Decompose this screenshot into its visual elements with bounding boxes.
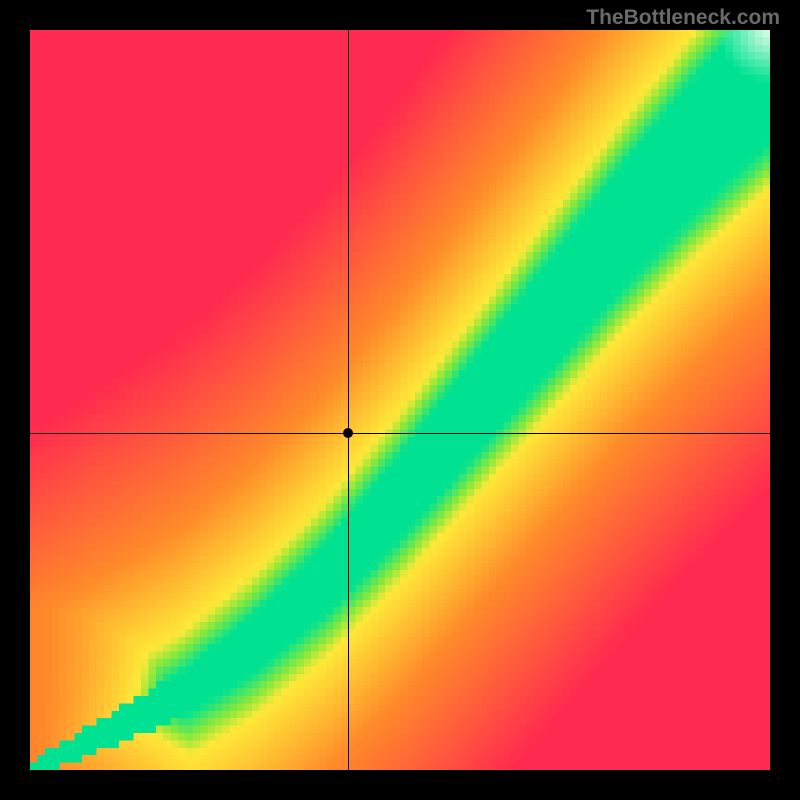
heatmap-canvas <box>30 30 770 770</box>
watermark-text: TheBottleneck.com <box>586 6 780 30</box>
crosshair-marker-dot <box>343 428 353 438</box>
heatmap-plot-area <box>30 30 770 770</box>
crosshair-horizontal-line <box>30 433 770 434</box>
crosshair-vertical-line <box>348 30 349 770</box>
